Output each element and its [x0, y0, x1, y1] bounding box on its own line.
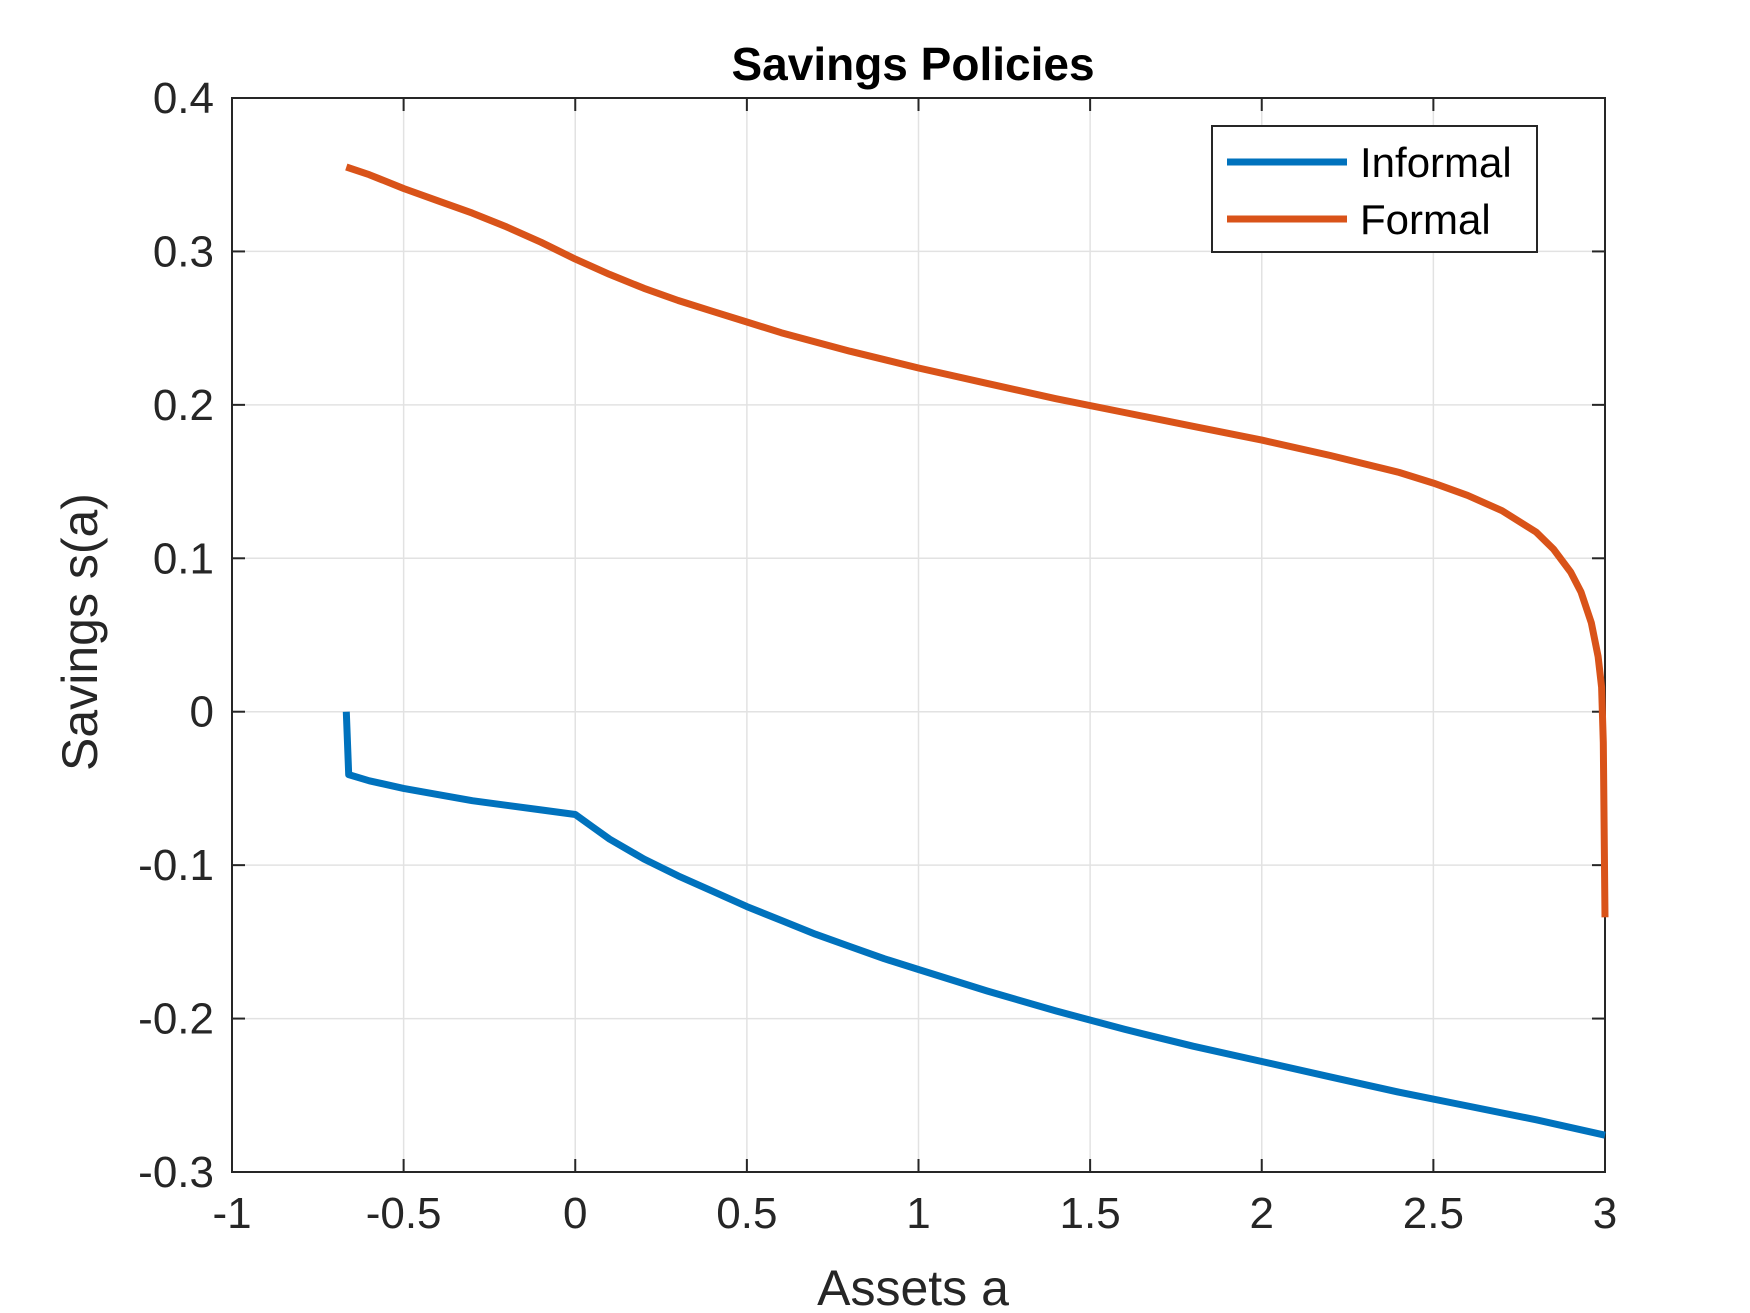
- x-tick-label: -0.5: [366, 1189, 442, 1238]
- axes: [231, 97, 1606, 1173]
- y-tick-label: 0: [190, 688, 214, 737]
- x-tick-label: 1: [906, 1189, 930, 1238]
- x-tick-label: 2.5: [1403, 1189, 1464, 1238]
- grid-lines: [231, 97, 1606, 1173]
- series-line-formal: [345, 163, 1609, 918]
- y-tick-label: 0.2: [153, 381, 214, 430]
- series-lines: [342, 163, 1609, 1139]
- y-tick-label: -0.3: [138, 1148, 214, 1197]
- y-axis-title: Savings s(a): [52, 493, 108, 771]
- x-tick-label: 0.5: [716, 1189, 777, 1238]
- tick-labels: -1 -0.5 0 0.5 1 1.5 2 2.5 3 -0.3 -0.2 -0.1 0 0.1 0.2 0.…: [138, 74, 1617, 1238]
- x-tick-label: 1.5: [1060, 1189, 1121, 1238]
- y-tick-label: 0.1: [153, 534, 214, 583]
- x-tick-label: 3: [1593, 1189, 1617, 1238]
- x-tick-label: -1: [212, 1189, 251, 1238]
- legend-box: [1211, 125, 1538, 253]
- y-tick-label: -0.2: [138, 995, 214, 1044]
- x-tick-label: 2: [1250, 1189, 1274, 1238]
- y-tick-label: -0.1: [138, 841, 214, 890]
- legend: Informal Formal: [1211, 125, 1538, 253]
- y-tick-label: 0.4: [153, 74, 214, 123]
- legend-label-informal: Informal: [1360, 139, 1512, 186]
- legend-label-formal: Formal: [1360, 196, 1491, 243]
- y-tick-label: 0.3: [153, 227, 214, 276]
- chart-title: Savings Policies: [731, 38, 1094, 90]
- x-axis-title: Assets a: [817, 1260, 1009, 1313]
- series-line-informal: [342, 711, 1606, 1139]
- x-tick-label: 0: [563, 1189, 587, 1238]
